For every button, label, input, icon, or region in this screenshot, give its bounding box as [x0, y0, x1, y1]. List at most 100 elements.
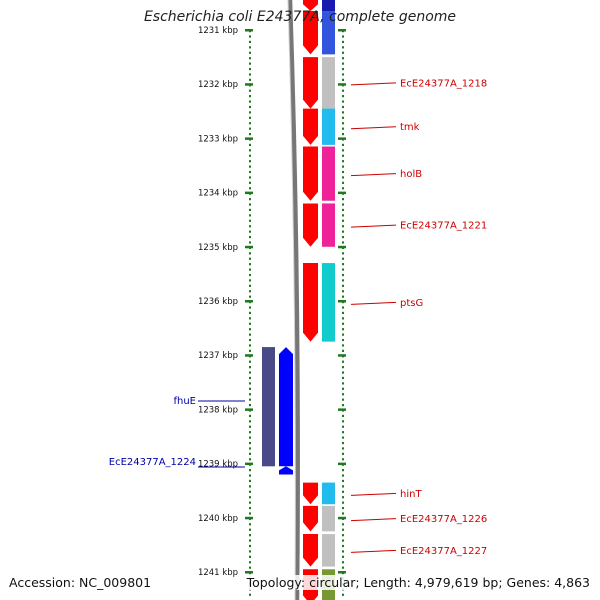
minor-tick	[249, 235, 251, 239]
major-tick-left	[245, 300, 253, 303]
minor-tick	[249, 40, 251, 44]
minor-tick	[342, 263, 344, 266]
major-tick-right	[338, 516, 346, 520]
minor-tick	[249, 295, 251, 298]
minor-tick	[342, 46, 344, 49]
minor-tick	[342, 149, 344, 152]
minor-tick	[342, 490, 344, 493]
minor-tick	[342, 306, 344, 309]
forward-gene-label: EcE24377A_1218	[400, 78, 487, 89]
minor-tick	[249, 371, 251, 374]
minor-tick	[249, 268, 251, 271]
minor-tick	[249, 306, 251, 309]
minor-tick	[342, 382, 344, 385]
minor-tick	[342, 447, 344, 450]
genome-summary-text: Topology: circular; Length: 4,979,619 bp…	[246, 575, 590, 590]
major-tick-right	[338, 300, 346, 303]
minor-tick	[342, 95, 344, 98]
minor-tick	[342, 512, 344, 515]
minor-tick	[342, 57, 344, 60]
reverse-gene-arrow	[279, 466, 293, 475]
minor-tick	[249, 539, 251, 542]
forward-gene-arrow	[303, 0, 318, 12]
minor-tick	[249, 496, 251, 499]
minor-tick	[249, 458, 251, 461]
minor-tick	[249, 57, 251, 60]
minor-tick	[342, 111, 344, 114]
minor-tick	[342, 252, 344, 255]
minor-tick	[342, 561, 344, 564]
forward-gene-arrow	[303, 108, 318, 145]
minor-tick	[249, 474, 251, 477]
minor-tick	[342, 474, 344, 477]
minor-tick	[249, 290, 251, 293]
forward-gene-cog-bar	[322, 11, 335, 55]
forward-gene-cog-bar	[322, 263, 335, 342]
minor-tick	[249, 387, 251, 390]
minor-tick	[342, 187, 344, 190]
minor-tick	[249, 360, 251, 363]
minor-tick	[249, 593, 251, 596]
minor-tick	[342, 51, 344, 54]
minor-tick	[342, 290, 344, 293]
minor-tick	[342, 349, 344, 352]
minor-tick	[342, 295, 344, 298]
tick-label: 1241 kbp	[198, 568, 238, 578]
minor-tick	[342, 338, 344, 342]
forward-gene-cog-bar	[322, 534, 335, 567]
minor-tick	[249, 181, 251, 184]
forward-gene-leader	[350, 224, 397, 228]
minor-tick	[342, 539, 344, 542]
minor-tick	[342, 100, 344, 103]
minor-tick	[342, 127, 344, 130]
minor-tick	[249, 132, 251, 136]
major-tick-right	[338, 29, 346, 32]
minor-tick	[249, 382, 251, 385]
major-tick-right	[338, 245, 346, 249]
ruler: 1231 kbp 1232 kbp 1233 kbp 1234 kbp 1235 kbp…	[198, 26, 346, 596]
minor-tick	[342, 284, 344, 287]
major-tick-right	[338, 191, 346, 195]
minor-tick	[342, 387, 344, 390]
minor-tick	[249, 550, 251, 553]
minor-tick	[249, 273, 251, 277]
minor-tick	[342, 322, 344, 325]
minor-tick	[249, 544, 251, 548]
minor-tick	[249, 208, 251, 212]
reverse-gene-label: EcE24377A_1224	[109, 457, 196, 468]
forward-gene-leader	[350, 518, 397, 522]
forward-gene-label: EcE24377A_1226	[400, 514, 487, 525]
minor-tick	[342, 198, 344, 201]
forward-gene-cog-bar	[322, 203, 335, 247]
minor-tick	[342, 555, 344, 558]
major-tick-right	[338, 408, 346, 411]
minor-tick	[249, 89, 251, 92]
minor-tick	[342, 170, 344, 174]
minor-tick	[342, 176, 344, 179]
minor-tick	[342, 132, 344, 136]
minor-tick	[342, 241, 344, 244]
major-tick-right	[338, 462, 346, 466]
minor-tick	[249, 322, 251, 325]
minor-tick	[249, 203, 251, 206]
minor-tick	[342, 566, 344, 569]
minor-tick	[249, 523, 251, 526]
minor-tick	[342, 333, 344, 336]
minor-tick	[342, 344, 344, 347]
major-tick-right	[338, 137, 346, 140]
minor-tick	[342, 496, 344, 499]
minor-tick	[342, 230, 344, 233]
minor-tick	[249, 555, 251, 558]
minor-tick	[249, 230, 251, 233]
minor-tick	[342, 458, 344, 461]
major-tick-left	[245, 354, 253, 357]
reverse-gene-label: fhuE	[173, 396, 196, 407]
minor-tick	[342, 501, 344, 504]
forward-gene-leader	[350, 301, 397, 305]
minor-tick	[249, 143, 251, 147]
minor-tick	[249, 490, 251, 493]
forward-gene-arrow	[303, 11, 318, 55]
tick-label: 1237 kbp	[198, 351, 238, 361]
minor-tick	[342, 485, 344, 488]
major-tick-left	[245, 137, 253, 140]
